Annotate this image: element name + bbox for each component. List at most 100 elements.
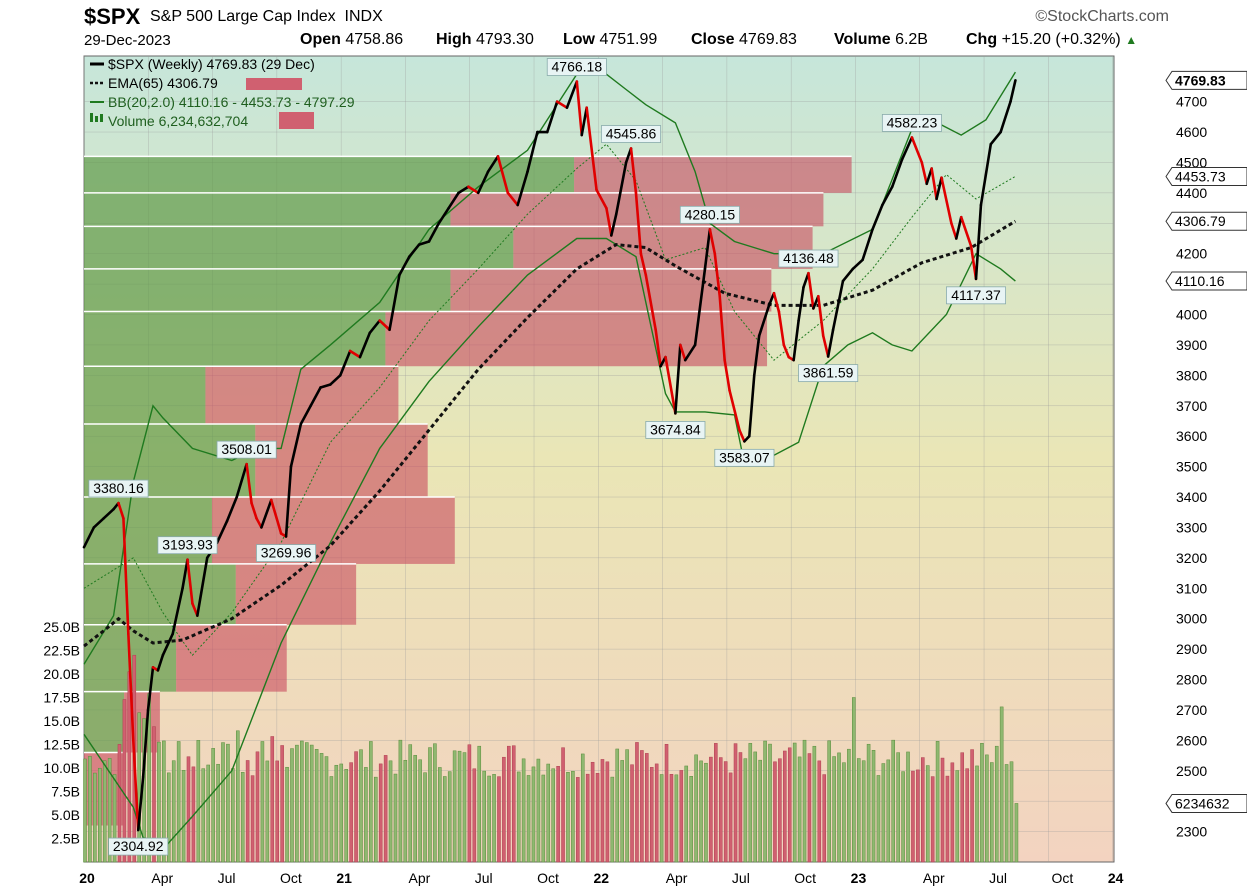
volume-bar <box>778 758 782 863</box>
volume-bar <box>723 761 728 863</box>
volume-bar <box>231 768 235 863</box>
volume-bar <box>580 753 585 863</box>
ticker-symbol: $SPX <box>84 4 141 29</box>
volume-bar <box>162 740 166 863</box>
volume-label: Volume <box>834 31 891 48</box>
price-segment <box>782 343 791 359</box>
volume-bar <box>364 767 368 863</box>
volume-bar <box>112 774 117 863</box>
volume-bar <box>994 745 999 863</box>
volume-bar <box>990 762 994 863</box>
legend-ema-bar <box>246 78 302 90</box>
price-segment <box>772 291 781 313</box>
volume-bar <box>704 762 708 863</box>
volume-bar <box>576 777 580 863</box>
price-segment <box>1009 79 1017 103</box>
volume-bar <box>304 742 309 863</box>
legend-volume-swatch-b <box>95 116 98 122</box>
volume-bar <box>871 750 876 863</box>
legend-volume-swatch-c <box>100 114 103 122</box>
volume-bar <box>216 763 220 863</box>
volume-bar <box>83 758 87 863</box>
date-tick-label: Oct <box>537 870 559 886</box>
volume-bar <box>556 766 560 863</box>
price-segment <box>545 100 559 134</box>
price-segment <box>141 708 150 779</box>
price-segment <box>486 155 500 173</box>
volume-bar <box>403 759 408 863</box>
open-value: 4758.86 <box>345 31 404 48</box>
volume-bar <box>270 736 275 863</box>
volume-bar <box>452 750 457 863</box>
price-segment <box>723 358 731 392</box>
price-segment <box>575 80 584 137</box>
price-segment <box>595 188 608 210</box>
volume-bar <box>526 775 531 863</box>
volume-bar <box>950 762 955 863</box>
price-tick-label: 3100 <box>1176 580 1207 596</box>
volume-bar <box>369 741 373 863</box>
price-segment <box>122 517 130 636</box>
price-segment <box>329 374 342 386</box>
volume-bar <box>344 769 348 863</box>
volume-bar <box>664 744 669 863</box>
price-segment <box>644 273 657 332</box>
price-segment <box>309 386 322 408</box>
price-line <box>82 79 1017 832</box>
high-stat: High 4793.30 <box>436 31 534 49</box>
volume-bar <box>590 761 595 863</box>
volume-bar <box>689 776 693 863</box>
volume-bar <box>728 772 733 863</box>
price-segment <box>871 203 884 231</box>
price-segment <box>92 517 106 529</box>
vbp-down-bar <box>205 366 399 425</box>
vbp-down-bar <box>513 226 813 269</box>
volume-bar <box>763 740 767 863</box>
volume-bar <box>521 758 526 863</box>
price-segment <box>338 349 352 377</box>
price-segment <box>348 349 362 359</box>
volume-bar <box>467 744 472 863</box>
price-segment <box>999 100 1012 134</box>
low-stat: Low 4751.99 <box>563 31 657 49</box>
annotation-label: 4136.48 <box>783 250 834 266</box>
volume-bar <box>827 740 831 863</box>
volume-bar <box>418 759 422 863</box>
price-segment <box>225 495 239 523</box>
volume-bar <box>181 770 186 863</box>
annotation-box <box>216 440 277 459</box>
right-value-tags: 4769.83 4453.73 4306.79 4110.16 6234632 <box>1165 70 1247 813</box>
volume-bar <box>186 756 191 863</box>
exchange-label: INDX <box>344 8 383 25</box>
bb-lower-line <box>83 237 1016 845</box>
value-tag-label: 4453.73 <box>1175 169 1226 185</box>
volume-bar <box>960 752 965 863</box>
price-tick-label: 2700 <box>1176 702 1207 718</box>
index-name: S&P 500 Large Cap Index INDX <box>150 8 383 26</box>
price-tick-label: 3800 <box>1176 367 1207 383</box>
price-segment <box>920 161 929 186</box>
volume-bar <box>743 758 748 863</box>
annotation-box <box>601 125 662 143</box>
price-segment <box>959 215 973 248</box>
price-segment <box>634 191 643 255</box>
volume-bar <box>921 757 925 863</box>
volume-bar <box>334 764 339 863</box>
annotation-box <box>157 536 218 555</box>
date-tick-label: Jul <box>989 870 1007 886</box>
volume-bar <box>295 744 299 863</box>
price-annotations: 3380.16 2304.92 3193.93 3508.01 3269.96 4766.… <box>88 58 1007 856</box>
price-segment <box>629 147 638 195</box>
volume-bar <box>792 742 797 863</box>
volume-bar <box>378 763 383 863</box>
price-segment <box>245 462 253 505</box>
close-value: 4769.83 <box>739 31 797 48</box>
price-tick-label: 4500 <box>1176 154 1207 170</box>
price-segment <box>250 501 258 520</box>
price-segment <box>260 498 273 529</box>
vbp-up-bar <box>84 268 451 312</box>
volume-bar <box>290 748 294 863</box>
volume-bar <box>93 772 97 863</box>
volume-tick-label: 12.5B <box>43 737 80 753</box>
volume-bar <box>797 756 802 863</box>
